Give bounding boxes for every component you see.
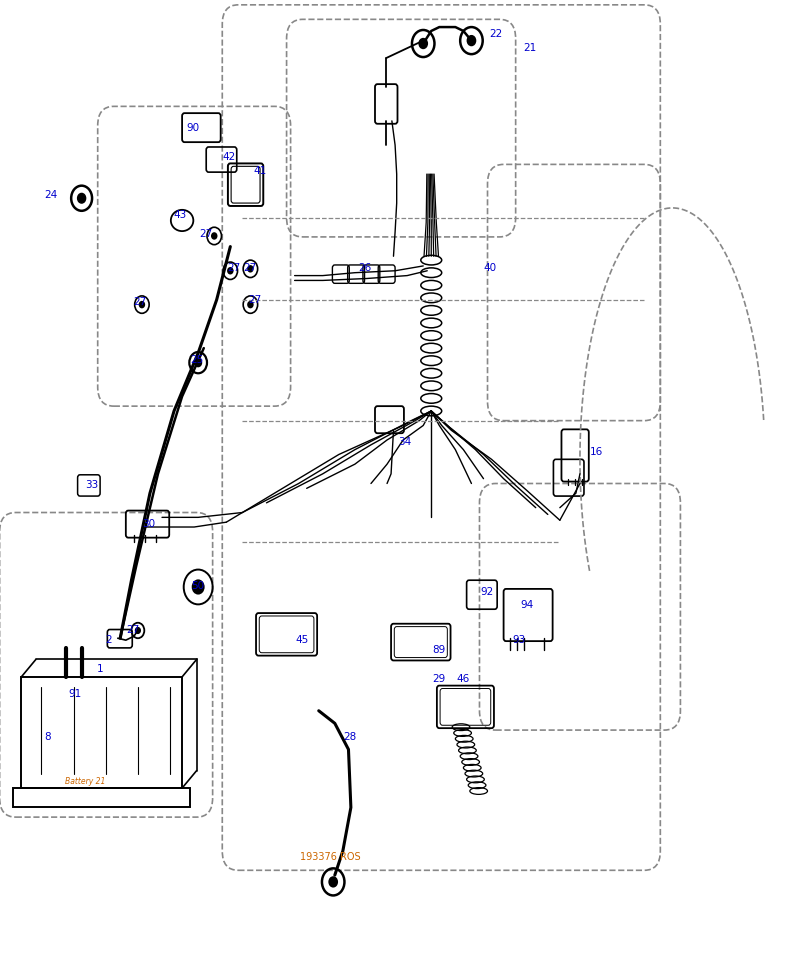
Text: 34: 34 xyxy=(398,437,411,447)
Text: 1: 1 xyxy=(97,664,103,674)
Text: 27: 27 xyxy=(126,626,140,635)
Text: 25: 25 xyxy=(190,355,203,365)
Text: 27: 27 xyxy=(249,295,262,305)
Text: 89: 89 xyxy=(431,645,445,655)
Text: 46: 46 xyxy=(456,674,469,684)
Text: 24: 24 xyxy=(44,190,58,200)
Text: 90: 90 xyxy=(186,123,199,132)
Circle shape xyxy=(329,877,337,887)
Circle shape xyxy=(228,268,233,274)
Text: 40: 40 xyxy=(483,263,497,273)
Text: 33: 33 xyxy=(85,481,99,490)
Circle shape xyxy=(212,233,217,239)
Text: 41: 41 xyxy=(254,166,266,176)
Text: 193376 ROS: 193376 ROS xyxy=(300,852,361,862)
Text: 8: 8 xyxy=(44,732,52,742)
Text: 92: 92 xyxy=(480,587,493,597)
Circle shape xyxy=(195,359,201,366)
Text: 26: 26 xyxy=(358,263,371,273)
Text: 50: 50 xyxy=(191,581,204,591)
Circle shape xyxy=(248,266,253,272)
Circle shape xyxy=(135,628,140,633)
Text: 29: 29 xyxy=(431,674,445,684)
Text: 27: 27 xyxy=(134,297,147,307)
Circle shape xyxy=(192,580,204,594)
Text: 94: 94 xyxy=(520,601,534,610)
Text: 91: 91 xyxy=(68,689,82,699)
Circle shape xyxy=(468,36,476,45)
Text: 43: 43 xyxy=(173,210,186,220)
Text: 21: 21 xyxy=(523,44,537,53)
Circle shape xyxy=(248,302,253,308)
Text: 93: 93 xyxy=(512,635,526,645)
Text: 27: 27 xyxy=(228,263,241,273)
Circle shape xyxy=(77,193,85,203)
Text: 16: 16 xyxy=(589,447,603,456)
Text: 30: 30 xyxy=(142,519,155,529)
Text: 42: 42 xyxy=(222,152,235,161)
Text: 28: 28 xyxy=(344,732,357,742)
Text: 2: 2 xyxy=(105,635,112,645)
Text: 27: 27 xyxy=(243,263,256,273)
Text: Battery 21: Battery 21 xyxy=(65,777,105,786)
Circle shape xyxy=(419,39,427,48)
Circle shape xyxy=(139,302,144,308)
Text: 22: 22 xyxy=(489,29,502,39)
Text: 45: 45 xyxy=(295,635,308,645)
Text: 27: 27 xyxy=(200,229,213,239)
